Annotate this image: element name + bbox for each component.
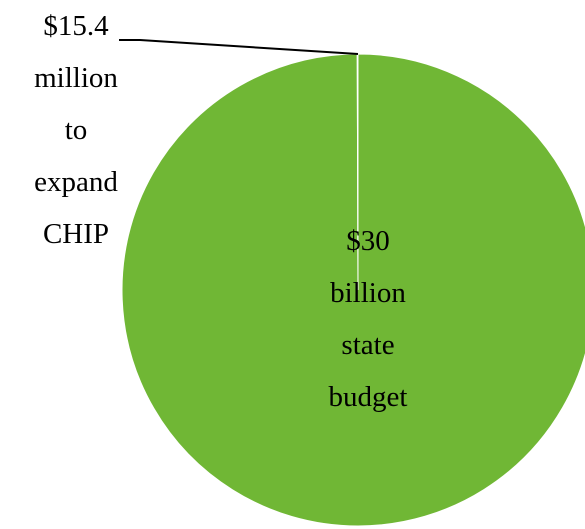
data-label-state-budget-line: $30 (346, 225, 390, 257)
data-label-chip-line: to (65, 114, 88, 146)
data-label-chip-line: CHIP (43, 218, 109, 250)
pie-slice-state-budget (121, 53, 585, 527)
data-label-state-budget-line: state (341, 329, 394, 361)
data-label-chip-line: expand (34, 166, 118, 198)
data-label-state-budget: $30 billion state budget (329, 225, 408, 413)
data-label-chip-line: million (34, 62, 118, 94)
data-label-chip-line: $15.4 (43, 10, 109, 42)
data-label-chip: $15.4 million to expand CHIP (34, 10, 118, 250)
leader-line (119, 39, 359, 55)
data-label-state-budget-line: budget (329, 381, 408, 413)
data-label-state-budget-line: billion (330, 277, 406, 309)
